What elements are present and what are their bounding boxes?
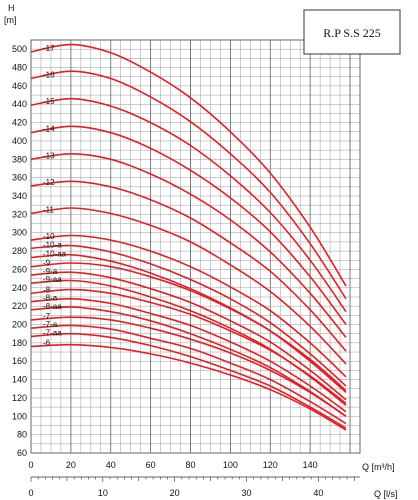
curve-label: -9-aa — [43, 275, 62, 284]
curve-label: -8-aa — [43, 302, 62, 311]
curve-10-a — [30, 244, 347, 387]
curve-10 — [30, 234, 347, 378]
curve-13 — [30, 152, 347, 338]
y-tick-label: 320 — [12, 209, 27, 219]
curve-8-a — [30, 297, 347, 413]
y-tick-label: 460 — [12, 81, 27, 91]
curve-label: -10-a — [43, 240, 62, 249]
x-tick-label: 0 — [28, 460, 33, 470]
x-tick-label: 120 — [263, 460, 278, 470]
curve-12 — [30, 180, 347, 352]
x2-tick-label: 40 — [313, 488, 323, 498]
curve-6 — [30, 343, 347, 431]
y-tick-label: 120 — [12, 393, 27, 403]
y-tick-label: 500 — [12, 44, 27, 54]
curve-10-aa — [30, 253, 347, 394]
curve-label: -8 — [43, 285, 51, 294]
x-axis-ticks: 0 20 40 60 80 100 120 140 — [28, 460, 317, 470]
curve-label: -7-a — [43, 320, 58, 329]
x2-axis-title: Q [l/s] — [374, 489, 398, 499]
x-tick-label: 60 — [146, 460, 156, 470]
y-tick-label: 100 — [12, 411, 27, 421]
curve-7-aa — [30, 332, 347, 429]
y-axis-title: H — [8, 3, 15, 13]
y-tick-label: 200 — [12, 320, 27, 330]
curve-labels: -17-16-15-14-13-12-11-10-10-a-10-aa-9-9-… — [43, 44, 67, 348]
curve-15 — [30, 97, 347, 313]
x2-tick-label: 0 — [28, 488, 33, 498]
curve-label: -17 — [43, 44, 55, 53]
curve-9 — [30, 262, 347, 392]
curve-label: -14 — [43, 125, 55, 134]
x-tick-label: 80 — [186, 460, 196, 470]
curve-label: -15 — [43, 97, 55, 106]
y-tick-label: 340 — [12, 191, 27, 201]
y-tick-label: 60 — [17, 448, 27, 458]
curve-label: -7-aa — [43, 328, 62, 337]
chart-title: R.P S.S 225 — [323, 26, 381, 40]
y-axis-ticks: 60 80 100 120 140 160 180 200 220 240 260 280 300 320… — [12, 44, 27, 458]
y-tick-label: 180 — [12, 338, 27, 348]
curve-11 — [30, 207, 347, 365]
y-tick-label: 260 — [12, 264, 27, 274]
curve-8-aa — [30, 306, 347, 417]
curve-label: -9-a — [43, 267, 58, 276]
y-tick-label: 360 — [12, 173, 27, 183]
curve-label: -10-aa — [43, 250, 67, 259]
x-tick-label: 100 — [223, 460, 238, 470]
y-tick-label: 380 — [12, 154, 27, 164]
curve-7-a — [30, 324, 347, 425]
y-tick-label: 420 — [12, 118, 27, 128]
curve-7 — [30, 316, 347, 417]
y-tick-label: 480 — [12, 63, 27, 73]
curve-label: -13 — [43, 151, 55, 160]
curve-label: -8-a — [43, 294, 58, 303]
x-axis-title: Q [m³/h] — [362, 462, 395, 472]
x2-tick-label: 30 — [241, 488, 251, 498]
y-tick-label: 80 — [17, 430, 27, 440]
y-tick-label: 140 — [12, 375, 27, 385]
x-tick-label: 20 — [66, 460, 76, 470]
y-tick-label: 220 — [12, 301, 27, 311]
y-tick-label: 300 — [12, 228, 27, 238]
x2-tick-label: 20 — [170, 488, 180, 498]
x-tick-label: 40 — [106, 460, 116, 470]
y-axis-unit: [m] — [4, 15, 17, 25]
y-tick-label: 240 — [12, 283, 27, 293]
y-tick-label: 440 — [12, 99, 27, 109]
curve-group — [30, 43, 347, 431]
curve-label: -9 — [43, 259, 51, 268]
curve-17 — [30, 43, 347, 287]
curve-8 — [30, 288, 347, 405]
x2-tick-label: 10 — [98, 488, 108, 498]
y-tick-label: 160 — [12, 356, 27, 366]
curve-16 — [30, 70, 347, 300]
title-box — [303, 9, 401, 55]
curve-label: -12 — [43, 178, 55, 187]
curve-label: -16 — [43, 71, 55, 80]
curve-14 — [30, 125, 347, 325]
curve-label: -11 — [43, 205, 55, 214]
y-tick-label: 400 — [12, 136, 27, 146]
curve-label: -10 — [43, 232, 55, 241]
curve-label: -7 — [43, 312, 51, 321]
x-tick-label: 140 — [303, 460, 318, 470]
curve-9-a — [30, 271, 347, 401]
curve-label: -6 — [43, 339, 51, 348]
x2-axis-ticks: 0 10 20 30 40 — [28, 476, 360, 498]
y-tick-label: 280 — [12, 246, 27, 256]
